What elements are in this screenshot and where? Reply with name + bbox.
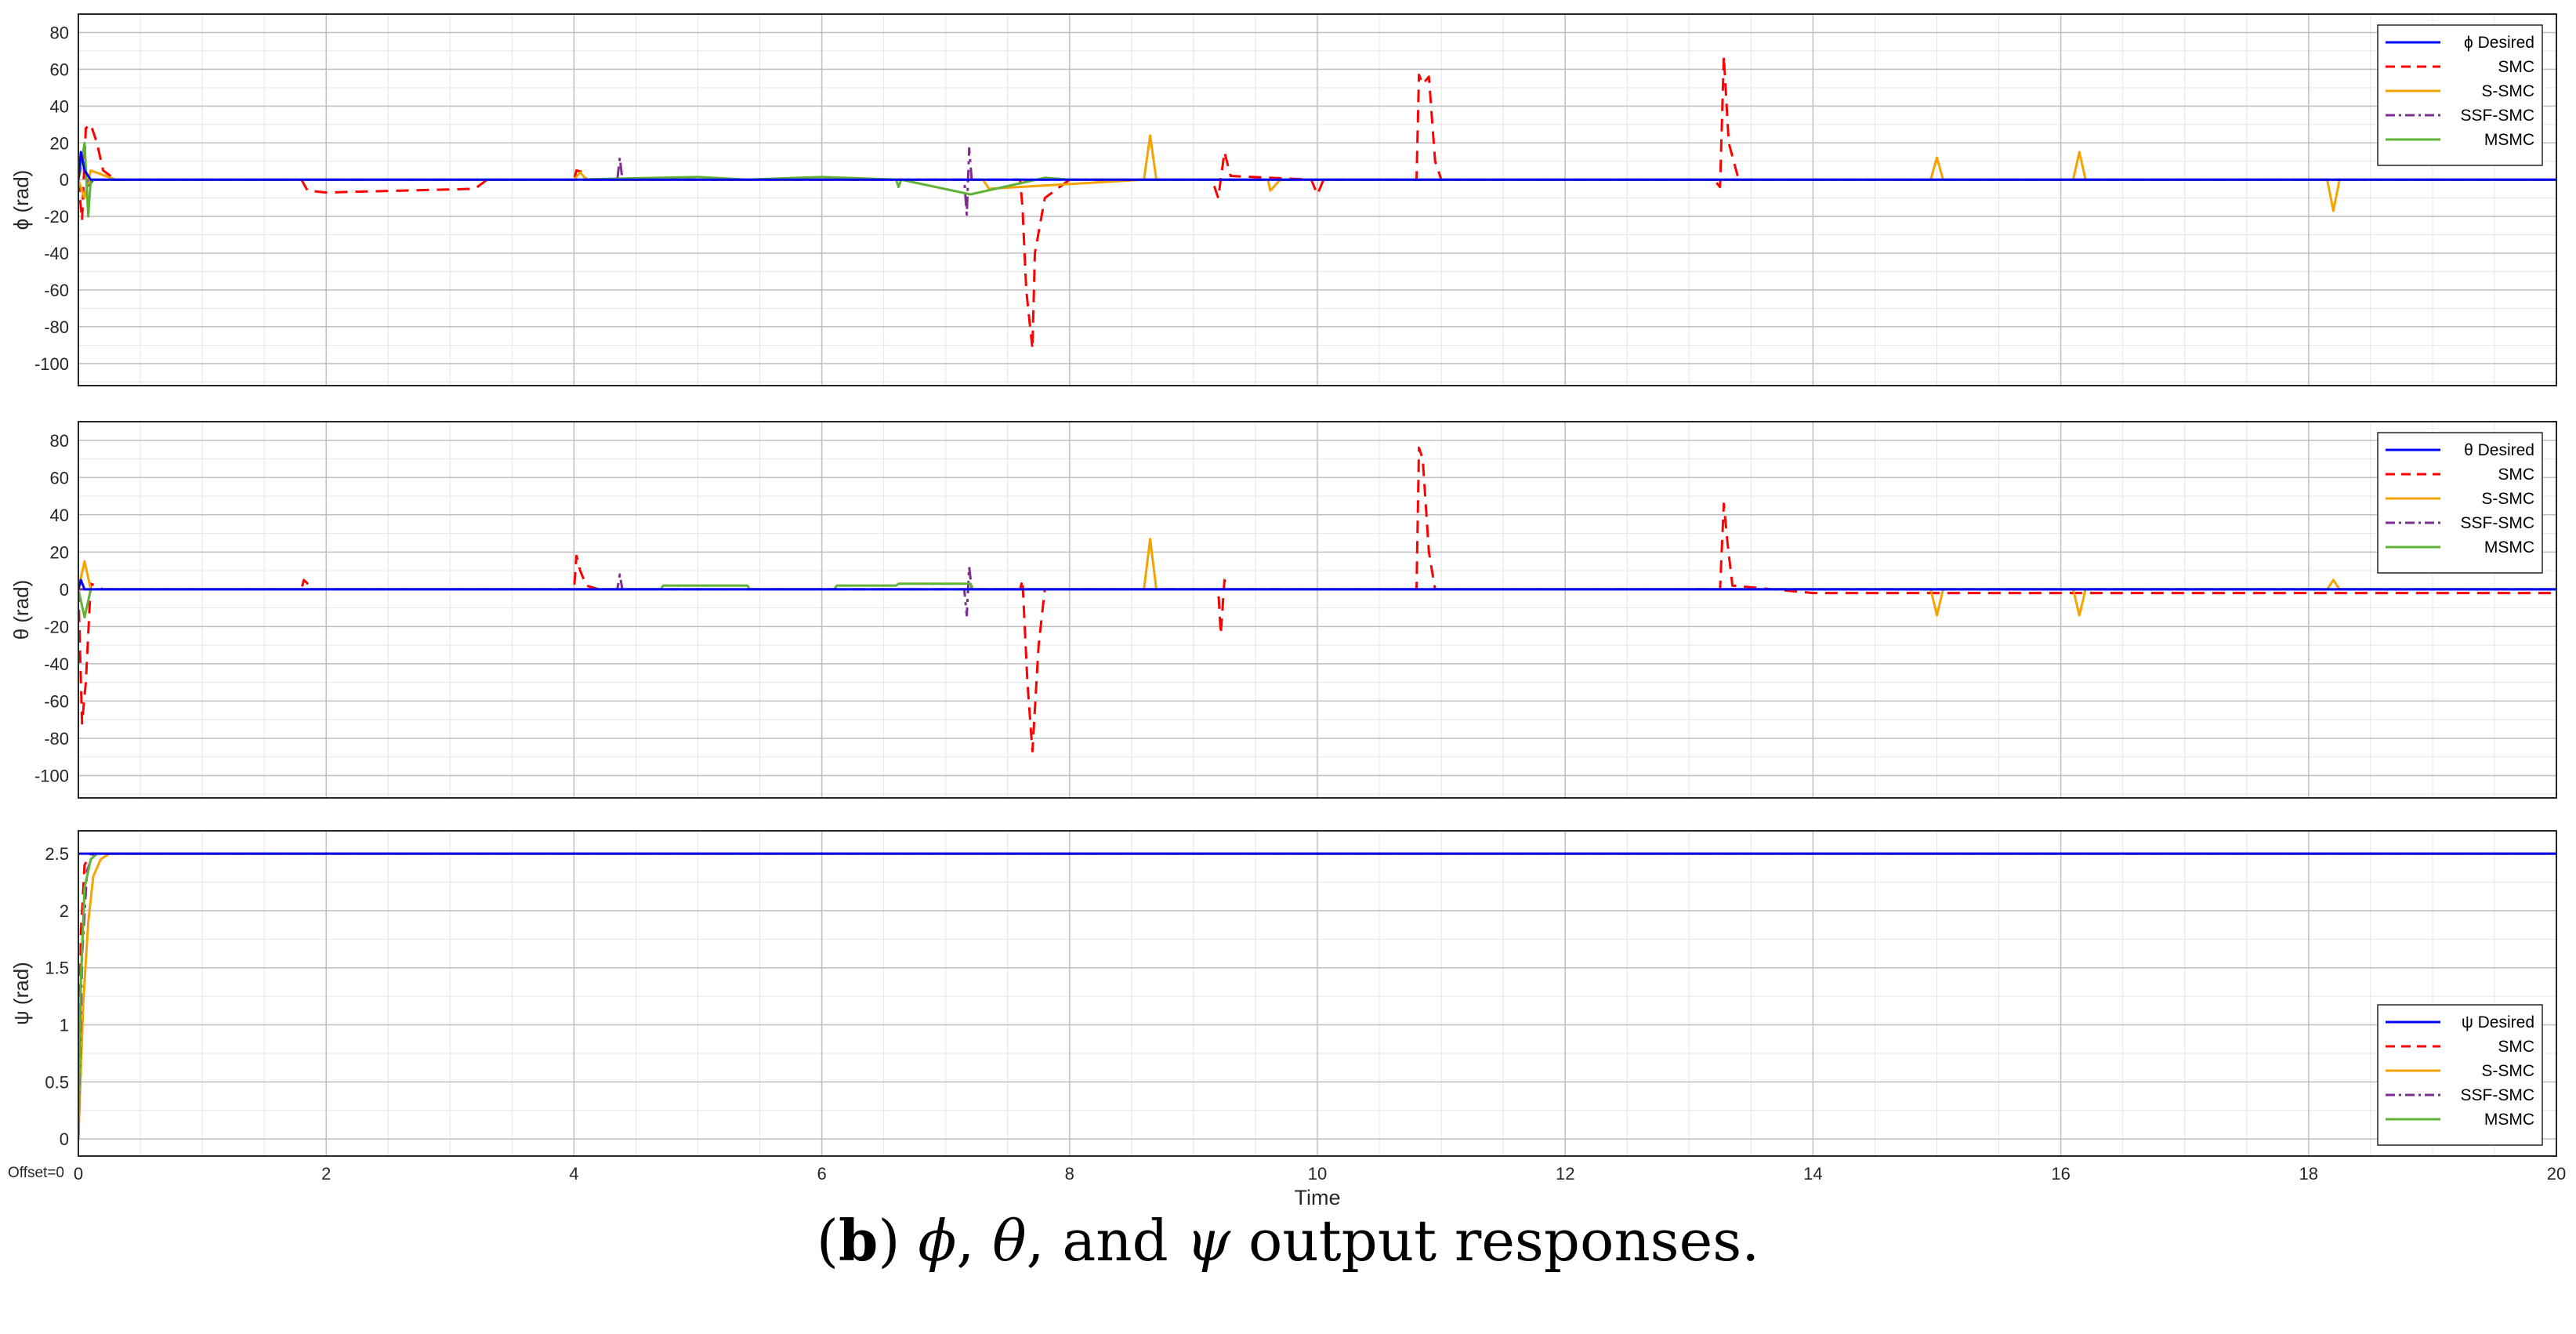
series-line-smc-theta (78, 446, 2556, 753)
figure-caption: (b) ϕ, θ, and ψ output responses. (816, 1207, 1760, 1274)
x-tick-label: 8 (1065, 1164, 1074, 1184)
axes-box-psi (78, 830, 2557, 1157)
y-tick-label-phi: -100 (34, 354, 69, 374)
legend-theta: θ Desired SMC S-SMC SSF-SMC MSMC (2377, 432, 2543, 574)
legend-entry-smc: SMC (2498, 1038, 2534, 1056)
x-tick-label: 12 (1556, 1164, 1574, 1184)
y-tick-label-theta: 60 (50, 468, 69, 488)
caption-sep-1: , (956, 1208, 993, 1274)
y-tick-label-theta: -100 (34, 766, 69, 785)
caption-sym-theta: θ (992, 1208, 1027, 1274)
legend-entry-ssmc: S-SMC (2481, 490, 2534, 508)
legend-entry-desired: ψ Desired (2462, 1013, 2534, 1031)
subplot-theta: 80 60 40 20 0 -20 -40 -60 -80 -100 θ (rad) θ Desire… (9, 421, 2557, 799)
y-tick-label-theta: -60 (44, 691, 69, 711)
y-tick-label-psi: 1.5 (45, 959, 69, 978)
x-tick-label: 18 (2299, 1164, 2318, 1184)
x-tick-label: 20 (2547, 1164, 2566, 1184)
y-tick-label-phi: 40 (50, 96, 69, 116)
y-axis-label-theta: θ (rad) (9, 580, 33, 640)
legend-psi: ψ Desired SMC S-SMC SSF-SMC MSMC (2377, 1004, 2543, 1146)
legend-entry-desired: ϕ Desired (2464, 34, 2534, 52)
y-tick-label-theta: 0 (60, 580, 69, 600)
offset-note: Offset=0 (8, 1165, 64, 1181)
x-tick-label: 0 (74, 1164, 83, 1184)
y-tick-label-theta: -80 (44, 729, 69, 749)
legend-entry-msmc: MSMC (2484, 538, 2534, 556)
legend-phi: ϕ Desired SMC S-SMC SSF-SMC MSMC (2377, 24, 2543, 166)
y-tick-label-theta: 20 (50, 542, 69, 562)
x-tick-label: 16 (2051, 1164, 2070, 1184)
legend-entry-msmc: MSMC (2484, 131, 2534, 149)
y-tick-label-psi: 1 (60, 1016, 69, 1035)
y-tick-label-phi: 80 (50, 23, 69, 42)
legend-entry-ssfsmc: SSF-SMC (2461, 1086, 2535, 1104)
x-tick-label: 4 (569, 1164, 578, 1184)
y-tick-label-phi: 20 (50, 133, 69, 153)
axes-box-theta (78, 421, 2557, 799)
legend-box (2377, 24, 2543, 166)
y-tick-label-theta: -20 (44, 617, 69, 636)
caption-sym-phi: ϕ (918, 1208, 957, 1274)
legend-entry-msmc: MSMC (2484, 1111, 2534, 1129)
legend-box (2377, 432, 2543, 574)
caption-rest: output responses. (1230, 1208, 1760, 1274)
y-tick-label-phi: -60 (44, 281, 69, 300)
y-tick-label-phi: 60 (50, 60, 69, 79)
legend-entry-ssfsmc: SSF-SMC (2461, 514, 2535, 532)
legend-entry-ssfsmc: SSF-SMC (2461, 107, 2535, 125)
y-tick-label-phi: -40 (44, 244, 69, 263)
caption-sym-psi: ψ (1186, 1208, 1231, 1274)
legend-box (2377, 1004, 2543, 1146)
x-tick-label: 14 (1803, 1164, 1822, 1184)
y-tick-label-theta: -40 (44, 654, 69, 674)
y-tick-label-psi: 0.5 (45, 1072, 69, 1092)
legend-entry-smc: SMC (2498, 466, 2534, 484)
y-tick-label-phi: 0 (60, 170, 69, 190)
legend-entry-desired: θ Desired (2464, 441, 2534, 459)
x-tick-label: 10 (1308, 1164, 1327, 1184)
legend-entry-ssmc: S-SMC (2481, 82, 2534, 100)
y-axis-label-psi: ψ (rad) (9, 962, 33, 1025)
y-tick-label-psi: 0 (60, 1129, 69, 1149)
legend-entry-smc: SMC (2498, 58, 2534, 76)
y-tick-label-theta: 40 (50, 506, 69, 525)
series-line-desired-theta (78, 578, 2556, 591)
y-tick-label-theta: 80 (50, 431, 69, 451)
y-tick-label-psi: 2 (60, 901, 69, 921)
y-tick-label-phi: -20 (44, 207, 69, 227)
subplot-psi: 2.5 2 1.5 1 0.5 00 2 4 6 8 10 12 14 16 18 20 ψ (rad) Time… (9, 830, 2566, 1209)
x-axis-label: Time (1295, 1186, 1341, 1209)
y-tick-label-psi: 2.5 (45, 844, 69, 864)
x-tick-label: 6 (817, 1164, 826, 1184)
caption-label: b (839, 1207, 879, 1274)
axes-box-phi (78, 13, 2557, 386)
series-line-msmc-phi (78, 141, 2556, 218)
series-line-desired-phi (78, 150, 2556, 181)
subplot-phi: 80 60 40 20 0 -20 -40 -60 -80 -100 ϕ (rad) ϕ Desire… (9, 13, 2557, 386)
caption-sep-2: , and (1026, 1208, 1187, 1274)
x-tick-label: 2 (321, 1164, 331, 1184)
y-tick-label-phi: -80 (44, 317, 69, 337)
y-axis-label-phi: ϕ (rad) (9, 170, 33, 230)
legend-entry-ssmc: S-SMC (2481, 1062, 2534, 1080)
